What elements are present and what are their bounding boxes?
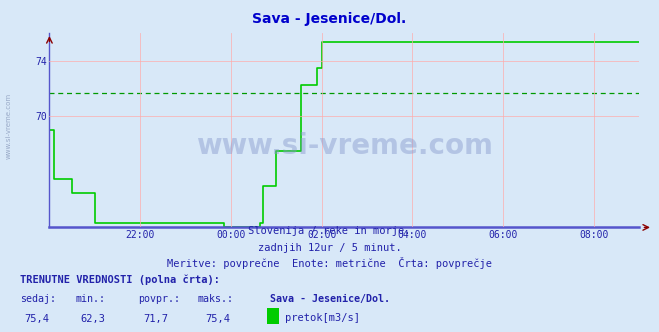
Text: 62,3: 62,3 xyxy=(80,314,105,324)
Text: www.si-vreme.com: www.si-vreme.com xyxy=(196,132,493,160)
Text: zadnjih 12ur / 5 minut.: zadnjih 12ur / 5 minut. xyxy=(258,243,401,253)
Text: Meritve: povprečne  Enote: metrične  Črta: povprečje: Meritve: povprečne Enote: metrične Črta:… xyxy=(167,257,492,269)
Text: Slovenija / reke in morje.: Slovenija / reke in morje. xyxy=(248,226,411,236)
Text: maks.:: maks.: xyxy=(198,294,234,304)
Text: 71,7: 71,7 xyxy=(144,314,169,324)
Text: 75,4: 75,4 xyxy=(24,314,49,324)
Text: povpr.:: povpr.: xyxy=(138,294,181,304)
Text: Sava - Jesenice/Dol.: Sava - Jesenice/Dol. xyxy=(270,294,390,304)
Text: pretok[m3/s]: pretok[m3/s] xyxy=(285,313,360,323)
Text: 75,4: 75,4 xyxy=(206,314,231,324)
Text: sedaj:: sedaj: xyxy=(20,294,56,304)
Text: Sava - Jesenice/Dol.: Sava - Jesenice/Dol. xyxy=(252,12,407,26)
Text: min.:: min.: xyxy=(76,294,106,304)
Text: TRENUTNE VREDNOSTI (polna črta):: TRENUTNE VREDNOSTI (polna črta): xyxy=(20,274,219,285)
Text: www.si-vreme.com: www.si-vreme.com xyxy=(5,93,11,159)
